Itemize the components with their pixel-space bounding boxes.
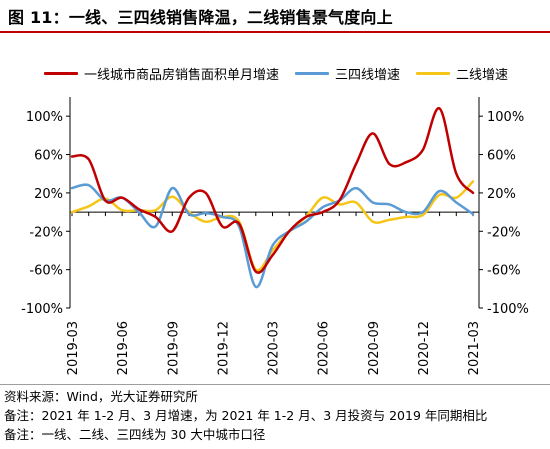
x-tick-label: 2021-03: [467, 321, 482, 375]
y-tick-label-left: 20%: [34, 187, 63, 202]
y-tick-label-left: -20%: [29, 225, 63, 240]
notes-block: 资料来源：Wind，光大证券研究所 备注：2021 年 1-2 月、3 月增速，…: [4, 387, 487, 444]
series-line-tier34: [70, 183, 475, 289]
figure-title: 图 11：一线、三四线销售降温，二线销售景气度向上: [8, 8, 393, 27]
source-note: 资料来源：Wind，光大证券研究所: [4, 389, 198, 404]
x-tick-label: 2020-12: [417, 321, 432, 375]
y-tick-label-right: -60%: [487, 264, 521, 279]
title-rule: [0, 31, 550, 33]
x-tick-label: 2020-03: [267, 321, 282, 375]
y-tick-label-right: 100%: [487, 110, 524, 125]
x-tick-label: 2020-06: [317, 321, 332, 375]
x-tick-label: 2019-06: [116, 321, 131, 375]
line-chart: 100% 100% 60% 60% 20% 20% -20% -20% -60% -60% -100…: [21, 97, 529, 375]
legend-item-tier2: 二线增速: [416, 64, 508, 83]
y-tick-label-left: -60%: [29, 264, 63, 279]
remark-note-1: 备注：2021 年 1-2 月、3 月增速，为 2021 年 1-2 月、3 月…: [4, 408, 488, 423]
x-tick-label: 2019-12: [216, 321, 231, 375]
legend-swatch-tier2: [416, 72, 451, 75]
y-tick-label-right: -20%: [487, 225, 521, 240]
chart-legend: 一线城市商品房销售面积单月增速 三四线增速 二线增速: [44, 64, 508, 83]
y-tick-label-left: -100%: [21, 302, 63, 317]
legend-label-tier2: 二线增速: [456, 68, 509, 83]
legend-item-tier34: 三四线增速: [295, 64, 400, 83]
legend-label-tier34: 三四线增速: [335, 68, 401, 83]
y-tick-label-left: 100%: [26, 110, 63, 125]
y-tick-label-right: 60%: [487, 149, 516, 164]
x-tick-label: 2019-03: [66, 321, 81, 375]
legend-swatch-tier1: [44, 72, 78, 75]
legend-label-tier1: 一线城市商品房销售面积单月增速: [84, 68, 280, 83]
y-tick-label-left: 60%: [34, 149, 63, 164]
legend-swatch-tier34: [295, 72, 330, 75]
remark-note-2: 备注：一线、二线、三四线为 30 大中城市口径: [4, 427, 266, 442]
series-line-tier1: [70, 107, 475, 274]
notes-rule: [0, 384, 550, 385]
y-tick-label-right: -100%: [487, 302, 529, 317]
x-tick-label: 2019-09: [166, 321, 181, 375]
x-tick-label: 2020-09: [367, 321, 382, 375]
y-tick-label-right: 20%: [487, 187, 516, 202]
legend-item-tier1: 一线城市商品房销售面积单月增速: [44, 64, 279, 83]
